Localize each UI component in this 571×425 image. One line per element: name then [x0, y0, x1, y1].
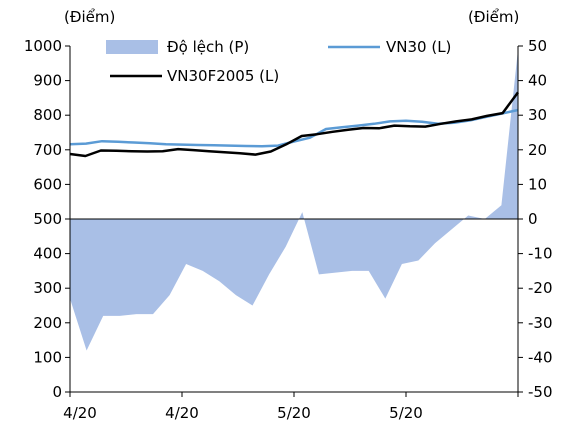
left-tick-label: 200	[33, 314, 62, 332]
right-tick-label: -10	[528, 245, 553, 263]
x-tick-label: 4/20	[63, 404, 97, 422]
left-tick-label: 0	[52, 383, 62, 401]
right-tick-label: 30	[528, 106, 547, 124]
x-tick-label: 4/20	[165, 404, 199, 422]
right-axis-unit: (Điểm)	[468, 8, 519, 26]
left-axis-unit: (Điểm)	[64, 8, 115, 26]
left-tick-label: 700	[33, 141, 62, 159]
right-tick-label: 10	[528, 175, 547, 193]
right-tick-label: 0	[528, 210, 538, 228]
series-deviation-area	[70, 49, 518, 351]
legend-label-vn30: VN30 (L)	[386, 38, 451, 56]
index-lines-layer	[69, 91, 520, 158]
left-tick-label: 800	[33, 106, 62, 124]
right-tick-label: -40	[528, 348, 553, 366]
left-tick-label: 1000	[24, 37, 62, 55]
left-axis-ticks: 0 100 200 300 400 500 600 700 800 900 1000	[24, 37, 70, 401]
legend-label-deviation: Độ lệch (P)	[167, 38, 249, 56]
left-tick-label: 100	[33, 348, 62, 366]
right-axis-ticks: -50 -40 -30 -20 -10 0 10 20 30 40 50	[518, 37, 553, 401]
left-tick-label: 900	[33, 72, 62, 90]
right-tick-label: 20	[528, 141, 547, 159]
right-tick-label: 40	[528, 72, 547, 90]
right-tick-label: 50	[528, 37, 547, 55]
right-tick-label: -50	[528, 383, 553, 401]
x-tick-label: 5/20	[277, 404, 311, 422]
deviation-area-layer	[70, 49, 518, 351]
left-tick-label: 500	[33, 210, 62, 228]
series-vn30f2005-line	[69, 91, 520, 158]
left-tick-label: 400	[33, 245, 62, 263]
left-tick-label: 300	[33, 279, 62, 297]
x-tick-label: 5/20	[389, 404, 423, 422]
legend-label-vn30f2005: VN30F2005 (L)	[167, 67, 279, 85]
legend: Độ lệch (P) VN30 (L) VN30F2005 (L)	[106, 38, 451, 85]
legend-swatch-deviation	[106, 40, 158, 54]
right-tick-label: -30	[528, 314, 553, 332]
x-axis-ticks: 4/20 4/20 5/20 5/20	[63, 392, 519, 422]
right-tick-label: -20	[528, 279, 553, 297]
left-tick-label: 600	[33, 175, 62, 193]
